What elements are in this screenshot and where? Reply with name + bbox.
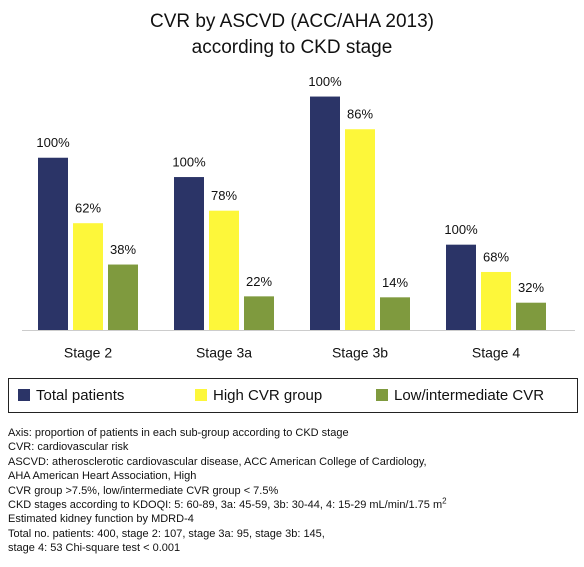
note-text: Chi-square test < 0.001 bbox=[62, 542, 181, 555]
chart-title: CVR by ASCVD (ACC/AHA 2013) bbox=[150, 11, 434, 32]
note-text: , stage 3a: bbox=[182, 527, 237, 540]
value-label: 68% bbox=[483, 249, 509, 264]
note-line: Axis: proportion of patients in each sub… bbox=[8, 426, 580, 440]
bar bbox=[73, 223, 103, 330]
value-label: 22% bbox=[246, 274, 272, 289]
bar bbox=[345, 129, 375, 330]
value-label: 100% bbox=[36, 135, 70, 150]
bar bbox=[108, 264, 138, 330]
note-text: 107 bbox=[163, 527, 183, 540]
note-text: 145 bbox=[303, 527, 322, 540]
note-text: AHA American Heart Association, High bbox=[8, 470, 197, 483]
legend-label: Total patients bbox=[36, 387, 124, 404]
note-line: Estimated kidney function by MDRD-4 bbox=[8, 512, 580, 526]
bar bbox=[209, 210, 239, 330]
note-text: , stage 3b: bbox=[249, 527, 304, 540]
bar bbox=[446, 244, 476, 330]
note-line: AHA American Heart Association, High bbox=[8, 469, 580, 483]
value-label: 14% bbox=[382, 275, 408, 290]
x-tick-label: Stage 3a bbox=[196, 345, 252, 361]
chart-title: according to CKD stage bbox=[192, 37, 393, 58]
bar bbox=[244, 296, 274, 330]
bar bbox=[38, 157, 68, 330]
note-line: CKD stages according to KDOQI: 5: 60-89,… bbox=[8, 496, 580, 512]
bar bbox=[310, 96, 340, 330]
legend-label: Low/intermediate CVR bbox=[394, 387, 544, 404]
note-text: 95 bbox=[236, 527, 249, 540]
note-line: Total no. patients: 400, stage 2: 107, s… bbox=[8, 527, 580, 556]
value-label: 100% bbox=[172, 154, 206, 169]
note-line: ASCVD: atherosclerotic cardiovascular di… bbox=[8, 455, 580, 469]
bar bbox=[174, 177, 204, 330]
note-text: 53 bbox=[50, 542, 63, 555]
x-tick-label: Stage 3b bbox=[332, 345, 388, 361]
value-label: 86% bbox=[347, 107, 373, 122]
value-label: 100% bbox=[308, 74, 342, 89]
note-text: CVR: cardiovascular risk bbox=[8, 441, 129, 454]
bar bbox=[380, 297, 410, 330]
note-line: CVR: cardiovascular risk bbox=[8, 440, 580, 454]
legend-label: High CVR group bbox=[213, 387, 322, 404]
note-text: , stage 4: bbox=[8, 527, 325, 555]
note-text: Total no. patients: bbox=[8, 527, 98, 540]
note-text: ASCVD: atherosclerotic cardiovascular di… bbox=[8, 455, 427, 468]
note-text: 2 bbox=[442, 496, 447, 506]
legend-swatch bbox=[18, 389, 30, 401]
x-tick-label: Stage 4 bbox=[472, 345, 520, 361]
note-text: CKD stages according to KDOQI: 5: 60-89,… bbox=[8, 499, 443, 512]
x-tick-label: Stage 2 bbox=[64, 345, 112, 361]
legend-box bbox=[8, 378, 578, 413]
note-text: 400 bbox=[97, 527, 116, 540]
note-text: , stage 2: bbox=[115, 527, 164, 540]
value-label: 78% bbox=[211, 188, 237, 203]
legend-swatch bbox=[195, 389, 207, 401]
note-text: Axis: proportion of patients in each sub… bbox=[8, 427, 349, 439]
value-label: 32% bbox=[518, 280, 544, 295]
value-label: 62% bbox=[75, 201, 101, 216]
notes: Axis: proportion of patients in each sub… bbox=[8, 426, 580, 556]
chart: CVR by ASCVD (ACC/AHA 2013) according to… bbox=[8, 11, 578, 413]
note-line: CVR group >7.5%, low/intermediate CVR gr… bbox=[8, 484, 580, 498]
value-label: 100% bbox=[444, 222, 478, 237]
note-text: Estimated kidney function by MDRD-4 bbox=[8, 513, 194, 526]
bar bbox=[481, 271, 511, 330]
bar bbox=[516, 302, 546, 330]
value-label: 38% bbox=[110, 242, 136, 257]
note-text: CVR group >7.5%, low/intermediate CVR gr… bbox=[8, 484, 279, 497]
legend-swatch bbox=[376, 389, 388, 401]
